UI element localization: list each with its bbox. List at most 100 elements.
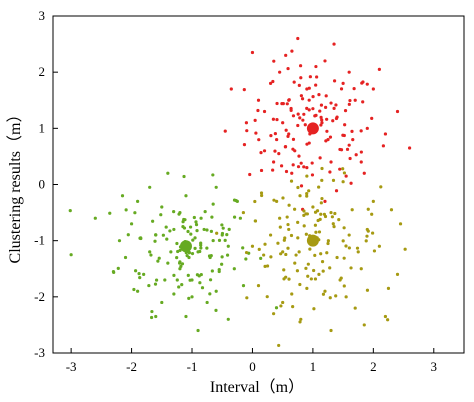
data-point — [305, 87, 309, 91]
data-point — [195, 228, 199, 233]
data-point — [320, 196, 324, 201]
data-point — [365, 126, 369, 130]
data-point — [342, 256, 346, 260]
data-point — [259, 151, 263, 155]
data-point — [211, 238, 215, 243]
data-point — [275, 137, 279, 142]
data-point — [319, 123, 323, 127]
data-point — [344, 295, 348, 299]
data-point — [241, 246, 245, 250]
data-point — [272, 198, 276, 202]
data-point — [398, 222, 403, 226]
data-point — [312, 307, 316, 311]
data-point — [205, 246, 209, 250]
data-point — [320, 260, 325, 264]
data-point — [351, 138, 355, 142]
data-point — [129, 222, 134, 226]
data-point — [286, 246, 290, 250]
data-point — [307, 108, 311, 112]
data-point — [313, 253, 317, 257]
data-point — [268, 233, 273, 237]
data-point — [265, 264, 270, 268]
data-point — [211, 173, 215, 177]
y-tick-label: 3 — [39, 8, 46, 23]
y-tick-label: 1 — [39, 120, 46, 135]
data-point — [262, 253, 266, 257]
data-point — [318, 109, 322, 113]
data-point — [210, 269, 214, 273]
data-point — [199, 272, 203, 277]
data-point — [271, 79, 275, 84]
data-point — [296, 236, 300, 240]
data-point — [287, 227, 291, 232]
data-point — [350, 208, 354, 212]
data-point — [311, 205, 315, 209]
data-point — [323, 199, 327, 203]
data-point — [379, 185, 383, 189]
data-point — [248, 172, 252, 177]
data-point — [305, 192, 309, 196]
data-point — [154, 278, 159, 282]
data-point — [208, 278, 213, 282]
data-point — [281, 300, 285, 305]
data-point — [313, 223, 317, 227]
data-point — [153, 282, 158, 286]
plot-frame — [52, 15, 465, 354]
data-point — [284, 252, 288, 257]
data-point — [281, 250, 285, 254]
x-axis-label: Interval（m） — [210, 378, 304, 396]
data-point — [309, 277, 313, 281]
data-point — [297, 154, 301, 158]
data-point — [262, 149, 267, 153]
data-point — [108, 211, 112, 215]
data-point — [160, 300, 164, 305]
data-point — [220, 231, 225, 236]
data-point — [293, 261, 297, 265]
x-tick-label: 3 — [431, 359, 438, 374]
data-point — [328, 296, 332, 300]
data-point — [245, 129, 249, 133]
data-point — [304, 232, 308, 236]
data-point — [217, 238, 222, 242]
data-point — [198, 281, 202, 285]
data-point — [191, 238, 195, 242]
data-point — [149, 253, 153, 257]
data-point — [177, 212, 181, 216]
data-point — [347, 70, 351, 74]
data-point — [307, 189, 311, 193]
data-point — [194, 223, 199, 227]
data-point — [273, 149, 277, 153]
data-point — [160, 205, 164, 209]
data-point — [353, 98, 357, 102]
data-point — [166, 261, 170, 265]
data-point — [123, 255, 128, 260]
data-point — [277, 152, 281, 156]
data-point — [359, 129, 363, 133]
data-point — [137, 272, 141, 276]
data-point — [138, 276, 142, 280]
data-point — [299, 161, 303, 165]
data-point — [185, 254, 189, 258]
data-point — [272, 59, 276, 63]
data-point — [175, 278, 179, 282]
x-tick-label: 1 — [310, 359, 317, 374]
data-point — [136, 199, 140, 203]
data-point — [172, 292, 176, 296]
data-point — [320, 178, 324, 182]
data-point — [221, 226, 225, 230]
x-tick-label: 2 — [370, 359, 377, 374]
cluster-center-2 — [179, 240, 192, 253]
data-point — [395, 272, 400, 276]
data-point — [303, 123, 307, 127]
data-point — [205, 300, 209, 305]
data-point — [359, 267, 363, 271]
data-point — [314, 83, 318, 87]
data-point — [287, 203, 291, 207]
data-point — [286, 134, 290, 138]
data-point — [319, 103, 324, 107]
data-point — [227, 227, 231, 231]
data-point — [290, 292, 294, 296]
data-point — [377, 67, 381, 71]
data-point — [341, 167, 345, 171]
